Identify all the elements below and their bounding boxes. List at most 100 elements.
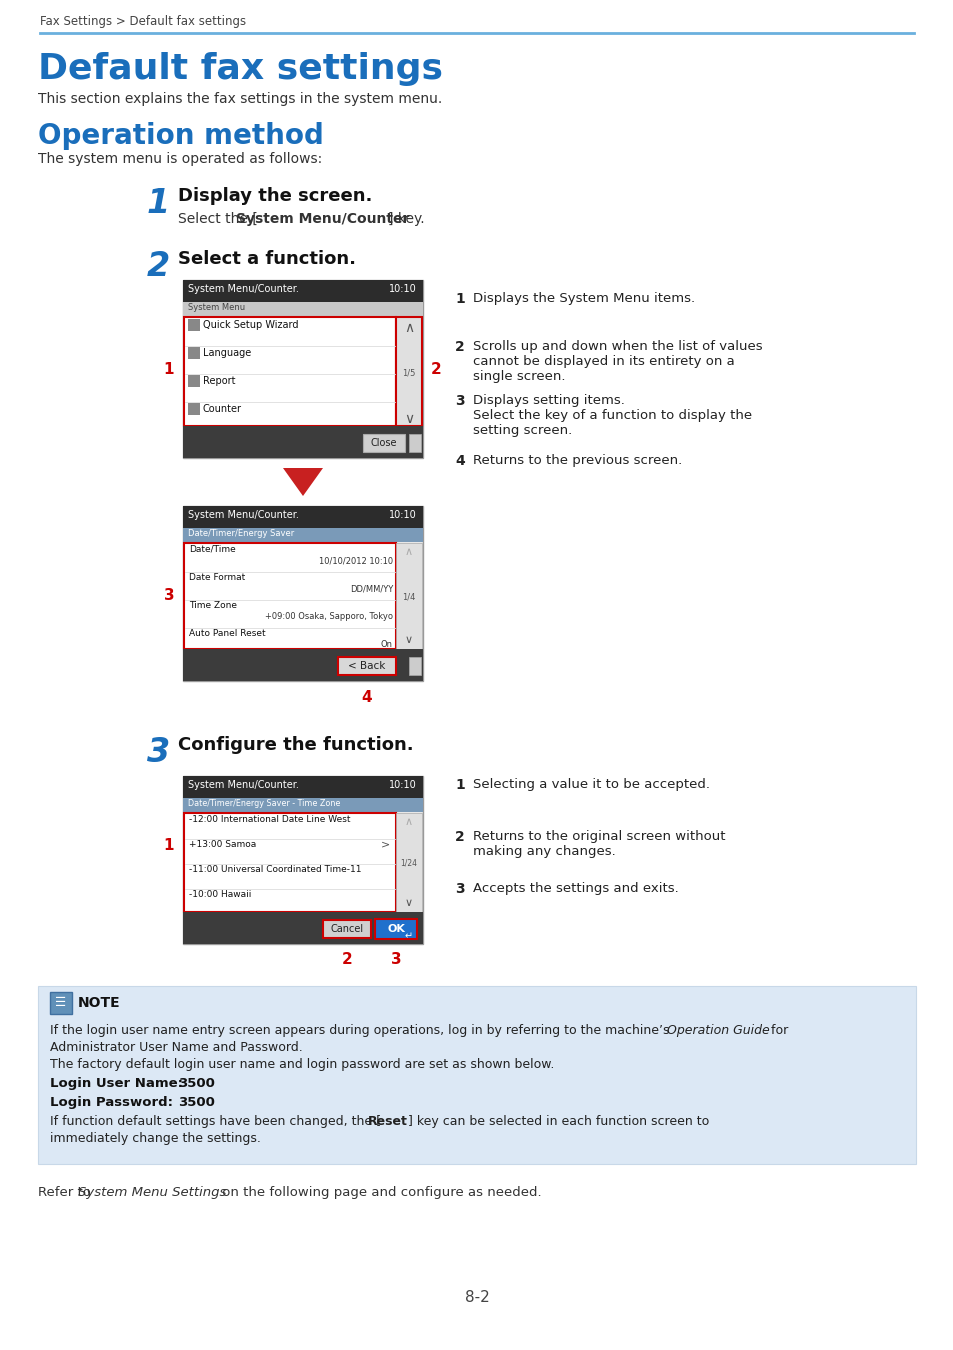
Text: -11:00 Universal Coordinated Time-11: -11:00 Universal Coordinated Time-11 (189, 865, 361, 873)
Text: ↵: ↵ (404, 931, 413, 941)
Text: Time Zone: Time Zone (189, 601, 236, 610)
Text: 3500: 3500 (178, 1096, 214, 1108)
Text: OK: OK (387, 923, 404, 934)
Bar (183, 798, 422, 811)
Text: Display the screen.: Display the screen. (178, 188, 372, 205)
Text: ☰: ☰ (55, 996, 67, 1010)
Text: Date/Timer/Energy Saver: Date/Timer/Energy Saver (188, 529, 294, 539)
Text: Counter: Counter (203, 404, 242, 414)
Bar (183, 427, 422, 458)
Text: 1/4: 1/4 (402, 593, 416, 601)
Bar (323, 919, 371, 938)
Text: The system menu is operated as follows:: The system menu is operated as follows: (38, 153, 322, 166)
Text: Default fax settings: Default fax settings (38, 53, 442, 86)
Bar (183, 776, 422, 944)
Text: Report: Report (203, 377, 235, 386)
Text: The factory default login user name and login password are set as shown below.: The factory default login user name and … (50, 1058, 554, 1071)
Text: ∧: ∧ (403, 321, 414, 335)
Bar (183, 776, 422, 798)
Text: System Menu/Counter.: System Menu/Counter. (188, 780, 298, 790)
Text: System Menu Settings: System Menu Settings (78, 1187, 226, 1199)
Bar (409, 433, 420, 452)
Bar (184, 813, 395, 913)
Bar (183, 302, 422, 316)
Bar (50, 992, 71, 1014)
Bar (184, 543, 395, 649)
Text: ∨: ∨ (403, 412, 414, 427)
Text: -12:00 International Date Line West: -12:00 International Date Line West (189, 815, 350, 824)
Text: 4: 4 (361, 690, 372, 705)
Bar (183, 528, 422, 541)
Text: 1: 1 (147, 188, 170, 220)
Text: System Menu: System Menu (188, 302, 245, 312)
Text: Date Format: Date Format (189, 572, 245, 582)
Text: 1/24: 1/24 (400, 859, 417, 868)
Text: 10:10: 10:10 (389, 284, 416, 294)
Text: Accepts the settings and exits.: Accepts the settings and exits. (473, 882, 678, 895)
Bar (183, 279, 422, 458)
Bar (183, 913, 422, 944)
Bar (188, 319, 200, 331)
Text: 8-2: 8-2 (464, 1291, 489, 1305)
Text: Login User Name:: Login User Name: (50, 1077, 183, 1089)
Bar (188, 347, 200, 359)
Text: 1: 1 (455, 778, 464, 792)
Text: ∧: ∧ (404, 817, 413, 828)
Text: Date/Time: Date/Time (189, 545, 235, 554)
Text: ] key.: ] key. (388, 212, 424, 225)
Text: DD/MM/YY: DD/MM/YY (350, 585, 393, 593)
Text: 10:10: 10:10 (389, 780, 416, 790)
Text: If the login user name entry screen appears during operations, log in by referri: If the login user name entry screen appe… (50, 1025, 673, 1037)
Text: System Menu/Counter: System Menu/Counter (235, 212, 409, 225)
Text: Configure the function.: Configure the function. (178, 736, 414, 755)
Text: Administrator User Name and Password.: Administrator User Name and Password. (50, 1041, 302, 1054)
Text: 3: 3 (455, 882, 464, 896)
Text: NOTE: NOTE (78, 996, 120, 1010)
Text: immediately change the settings.: immediately change the settings. (50, 1133, 260, 1145)
Text: >: > (380, 838, 390, 849)
Bar (38, 986, 915, 1164)
Text: Language: Language (203, 348, 251, 358)
Text: 2: 2 (147, 250, 170, 284)
Text: Displays setting items.
Select the key of a function to display the
setting scre: Displays setting items. Select the key o… (473, 394, 751, 437)
Bar (363, 433, 405, 452)
Bar (188, 404, 200, 414)
Text: < Back: < Back (348, 662, 385, 671)
Text: -10:00 Hawaii: -10:00 Hawaii (189, 890, 251, 899)
Text: 4: 4 (455, 454, 464, 468)
Text: Operation Guide: Operation Guide (666, 1025, 769, 1037)
Text: 3: 3 (164, 589, 174, 603)
Text: 1/5: 1/5 (402, 369, 416, 377)
Text: +09:00 Osaka, Sapporo, Tokyo: +09:00 Osaka, Sapporo, Tokyo (265, 612, 393, 621)
Text: 2: 2 (341, 953, 352, 968)
Text: 3500: 3500 (178, 1077, 214, 1089)
Text: Fax Settings > Default fax settings: Fax Settings > Default fax settings (40, 15, 246, 28)
Text: Quick Setup Wizard: Quick Setup Wizard (203, 320, 298, 329)
Bar (337, 657, 395, 675)
Text: ] key can be selected in each function screen to: ] key can be selected in each function s… (408, 1115, 708, 1129)
Text: 3: 3 (455, 394, 464, 408)
Text: Scrolls up and down when the list of values
cannot be displayed in its entirety : Scrolls up and down when the list of val… (473, 340, 761, 383)
Text: If function default settings have been changed, the [: If function default settings have been c… (50, 1115, 381, 1129)
Bar (183, 279, 422, 302)
Text: Auto Panel Reset: Auto Panel Reset (189, 629, 265, 639)
Text: Returns to the previous screen.: Returns to the previous screen. (473, 454, 681, 467)
Bar (409, 657, 420, 675)
Text: On: On (380, 640, 393, 649)
Text: +13:00 Samoa: +13:00 Samoa (189, 840, 256, 849)
Bar (395, 543, 421, 649)
Polygon shape (283, 468, 323, 495)
Text: 10:10: 10:10 (389, 510, 416, 520)
Bar (183, 506, 422, 528)
Text: 10/10/2012 10:10: 10/10/2012 10:10 (318, 556, 393, 566)
Text: 1: 1 (164, 838, 174, 853)
Bar (395, 813, 421, 913)
Bar (183, 506, 422, 680)
Text: Login Password:: Login Password: (50, 1096, 172, 1108)
Bar (395, 317, 421, 427)
Text: Returns to the original screen without
making any changes.: Returns to the original screen without m… (473, 830, 724, 859)
Text: Close: Close (371, 437, 396, 448)
Text: on the following page and configure as needed.: on the following page and configure as n… (218, 1187, 541, 1199)
Text: System Menu/Counter.: System Menu/Counter. (188, 510, 298, 520)
Bar (183, 649, 422, 680)
